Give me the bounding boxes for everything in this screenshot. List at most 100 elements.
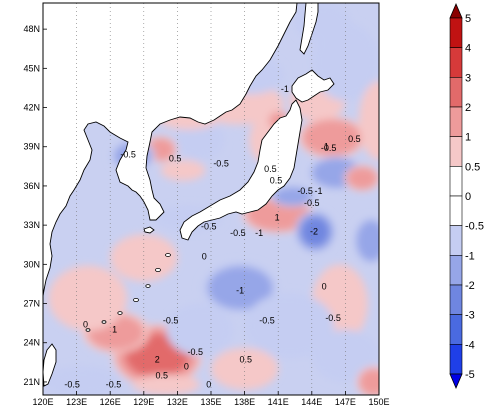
contour-label: -0.5 xyxy=(297,186,313,196)
contour-label: 0.5 xyxy=(348,134,361,144)
colorbar: 5 4 3 2 1 0.5 0 -0.5 -1 -2 -3 -4 -5 xyxy=(449,2,484,390)
x-tick-label: 150E xyxy=(368,397,389,407)
colorbar-segment xyxy=(449,255,463,286)
contour-label: -1 xyxy=(255,228,263,238)
anomaly-blob xyxy=(358,81,379,160)
anomaly-level xyxy=(346,166,378,190)
anomaly-level xyxy=(160,159,206,181)
colorbar-label: 0.5 xyxy=(465,161,480,173)
contour-label: 0.5 xyxy=(169,153,182,163)
land-sakhalin xyxy=(299,3,319,55)
anomaly-level xyxy=(211,347,279,390)
colorbar-segment xyxy=(449,17,463,48)
colorbar-label: -4 xyxy=(465,339,475,351)
anomaly-level xyxy=(166,303,234,356)
anomaly-blob xyxy=(244,293,335,359)
x-tick-label: 144E xyxy=(301,397,322,407)
anomaly-blob xyxy=(110,234,178,282)
contour-label: -1 xyxy=(236,285,244,295)
contour-label: 0 xyxy=(202,251,207,261)
y-tick-label: 24N xyxy=(23,338,40,348)
contour-labels: -1-0.50.51-0.5 0.5-0.50.50.5-0.5 -1-0.51-2… xyxy=(64,84,360,389)
anomaly-blob xyxy=(175,120,225,160)
anomaly-level xyxy=(273,187,312,206)
x-tick-label: 129E xyxy=(133,397,154,407)
colorbar-label: 0 xyxy=(465,191,471,203)
colorbar-segment xyxy=(449,314,463,345)
anomaly-blob xyxy=(132,374,200,395)
colorbar-segment xyxy=(449,344,463,375)
contour-label: 1 xyxy=(112,325,117,335)
x-tick-label: 123E xyxy=(66,397,87,407)
x-tick-label: 135E xyxy=(200,397,221,407)
colorbar-segment xyxy=(449,47,463,78)
x-tick-label: 141E xyxy=(268,397,289,407)
y-tick-label: 27N xyxy=(23,299,40,309)
anomaly-blob xyxy=(43,366,122,395)
y-tick-label: 48N xyxy=(23,24,40,34)
land-japan xyxy=(179,99,303,241)
land xyxy=(43,3,335,387)
anomaly-level xyxy=(301,217,329,246)
contour-label: 2 xyxy=(155,355,160,365)
y-tick-label: 36N xyxy=(23,181,40,191)
plot-area: -1-0.50.51-0.5 0.5-0.50.50.5-0.5 -1-0.51-2… xyxy=(23,2,390,407)
y-tick-label: 45N xyxy=(23,63,40,73)
contour-label: -0.5 xyxy=(230,228,246,238)
colorbar-segment xyxy=(449,195,463,226)
anomaly-level xyxy=(110,234,178,282)
contour-label: 0.5 xyxy=(155,370,168,380)
contour-label: -2 xyxy=(310,227,318,237)
anomaly-fields xyxy=(43,3,379,395)
colorbar-label: -3 xyxy=(465,310,475,322)
anomaly-blob xyxy=(295,210,336,253)
contour-label: -0.5 xyxy=(106,380,122,390)
contour-label: -0.5 xyxy=(163,316,179,326)
x-tick-label: 120E xyxy=(32,397,53,407)
anomaly-blob xyxy=(48,265,127,331)
contour-label: -0.5 xyxy=(188,347,204,357)
anomaly-blob xyxy=(166,303,234,356)
colorbar-label: 4 xyxy=(465,43,471,55)
anomaly-level xyxy=(132,374,200,395)
anomaly-level xyxy=(43,366,122,395)
anomaly-level xyxy=(244,293,335,359)
y-tick-label: 33N xyxy=(23,220,40,230)
contour-label: 0 xyxy=(83,319,88,329)
colorbar-label: 1 xyxy=(465,132,471,144)
contour-label: -0.5 xyxy=(325,313,341,323)
colorbar-label: 2 xyxy=(465,102,471,114)
contour-label: -1 xyxy=(315,186,323,196)
contour-label: -1 xyxy=(281,84,289,94)
y-axis: 21N 24N 27N 30N 33N 36N 39N 42N 45N 48N xyxy=(23,24,47,387)
anomaly-blob xyxy=(270,185,316,207)
land-ryukyu xyxy=(85,253,171,332)
contour-label: 1 xyxy=(324,142,329,152)
grid-meridians xyxy=(76,3,346,395)
anomaly-level xyxy=(358,81,379,160)
contour-label: 0.5 xyxy=(239,355,252,365)
contour-label: -0.5 xyxy=(213,159,229,169)
anomaly-level xyxy=(48,265,127,331)
y-tick-label: 42N xyxy=(23,103,40,113)
contour-label: -0.5 xyxy=(259,316,275,326)
anomaly-level xyxy=(359,368,379,395)
colorbar-segment xyxy=(449,136,463,167)
contour-label: 0 xyxy=(322,282,327,292)
x-tick-label: 147E xyxy=(335,397,356,407)
colorbar-segment xyxy=(449,166,463,197)
contour-label: -0.5 xyxy=(304,198,320,208)
colorbar-extend-top xyxy=(449,2,463,19)
anomaly-level xyxy=(175,120,225,160)
colorbar-label: 3 xyxy=(465,72,471,84)
colorbar-label: -2 xyxy=(465,280,475,292)
y-tick-label: 39N xyxy=(23,142,40,152)
x-tick-label: 132E xyxy=(167,397,188,407)
colorbar-segment xyxy=(449,225,463,256)
contour-label: -0.5 xyxy=(64,380,80,390)
colorbar-segment xyxy=(449,284,463,315)
anomaly-blob xyxy=(200,261,280,314)
anomaly-blob xyxy=(354,217,379,265)
colorbar-label: -1 xyxy=(465,250,475,262)
contour-label: -0.5 xyxy=(201,221,217,231)
